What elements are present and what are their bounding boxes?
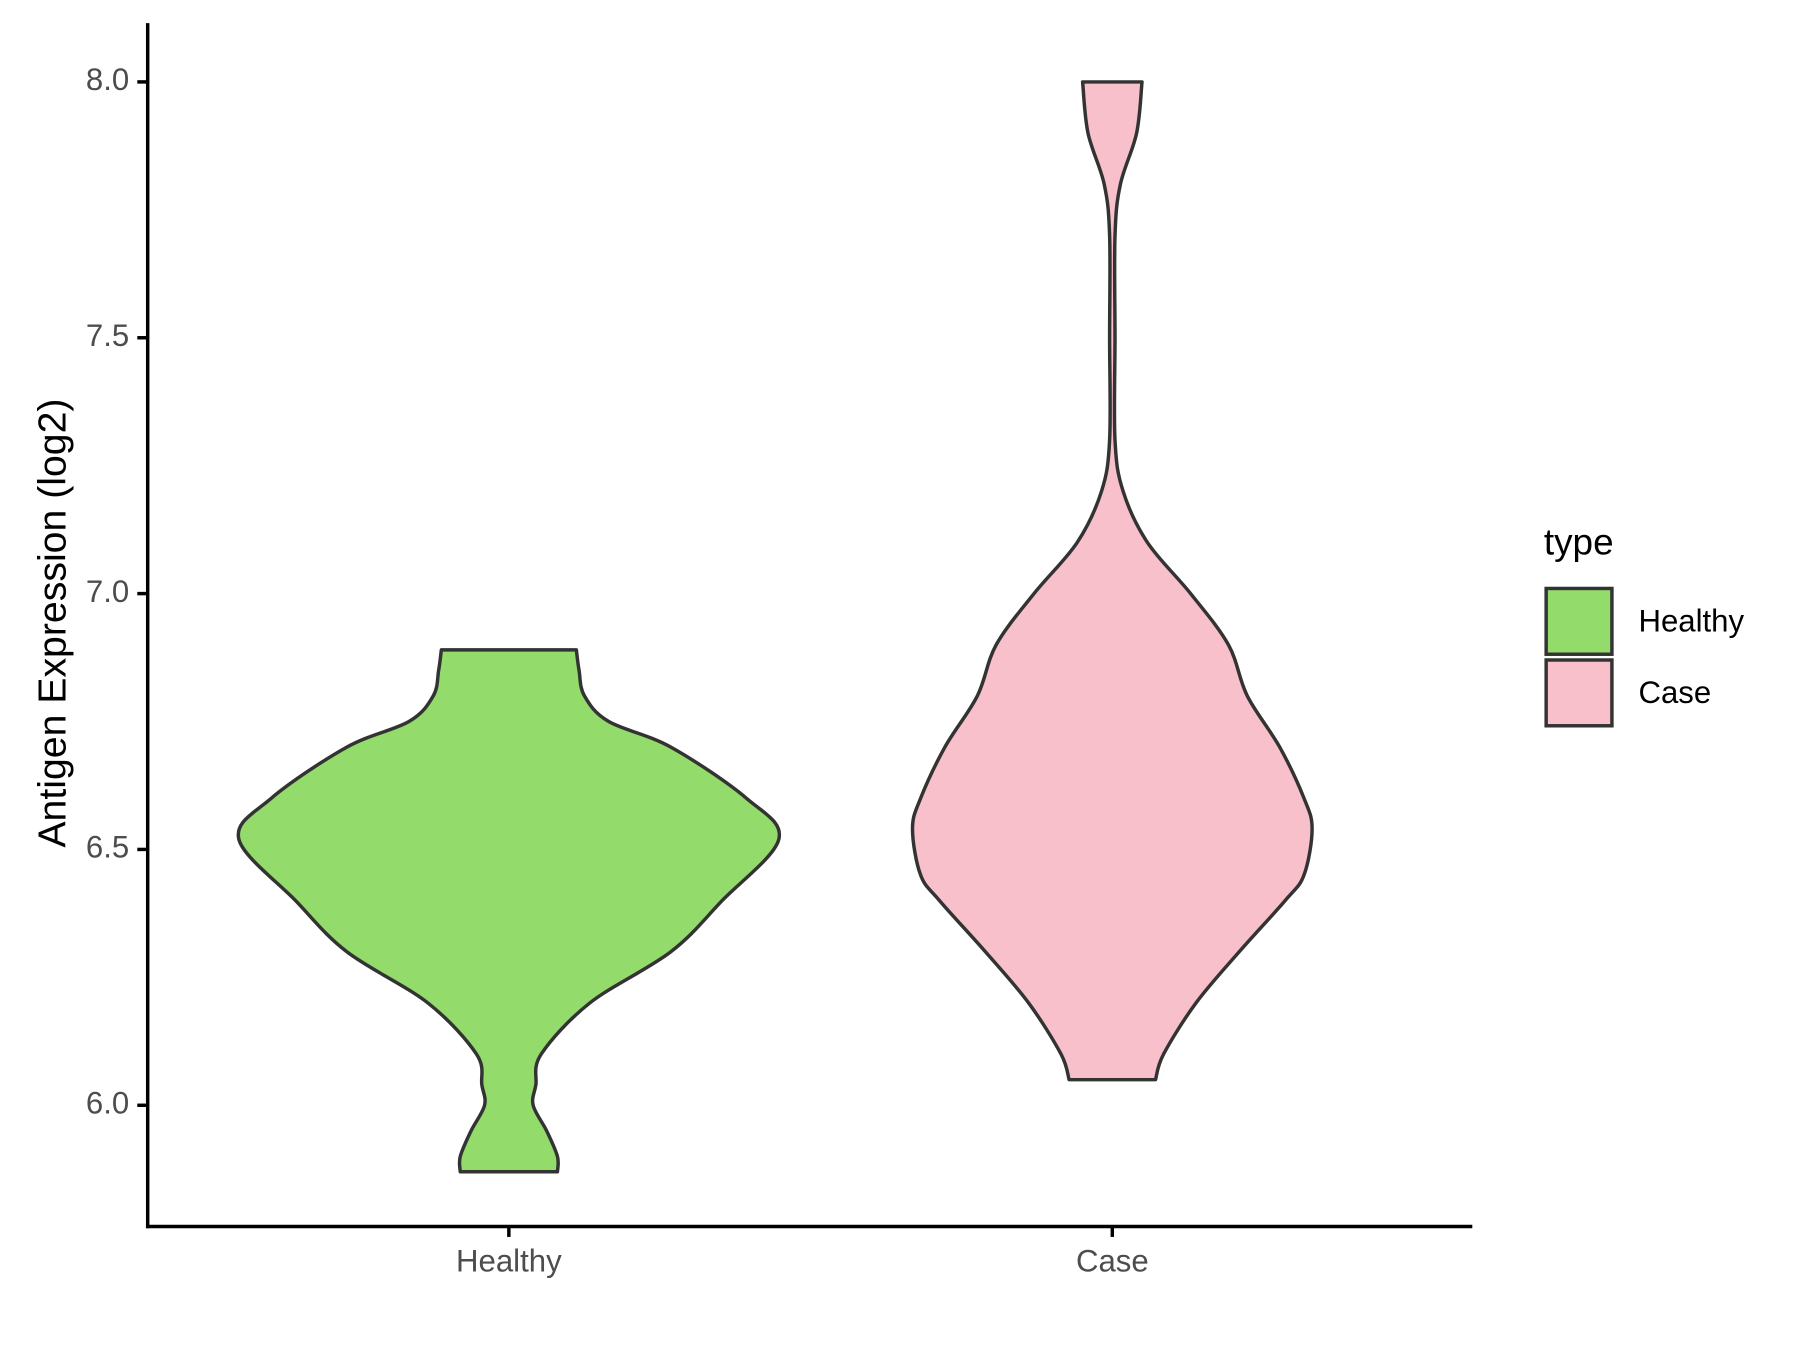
legend-swatch [1544, 586, 1614, 656]
legend-label: Case [1638, 675, 1711, 710]
y-tick-label: 6.0 [86, 1086, 129, 1121]
y-tick-label: 6.5 [86, 830, 129, 865]
x-tick-label: Healthy [456, 1244, 562, 1279]
y-tick-label: 8.0 [86, 62, 129, 97]
legend-swatch [1544, 658, 1614, 728]
y-tick-label: 7.5 [86, 318, 129, 353]
violin [236, 648, 782, 1174]
y-tick-label: 7.0 [86, 574, 129, 609]
y-axis-label: Antigen Expression (log2) [31, 399, 75, 848]
x-tick-label: Case [1076, 1244, 1149, 1279]
legend-title: type [1544, 521, 1614, 562]
violin [910, 80, 1314, 1082]
legend-label: Healthy [1638, 603, 1744, 638]
